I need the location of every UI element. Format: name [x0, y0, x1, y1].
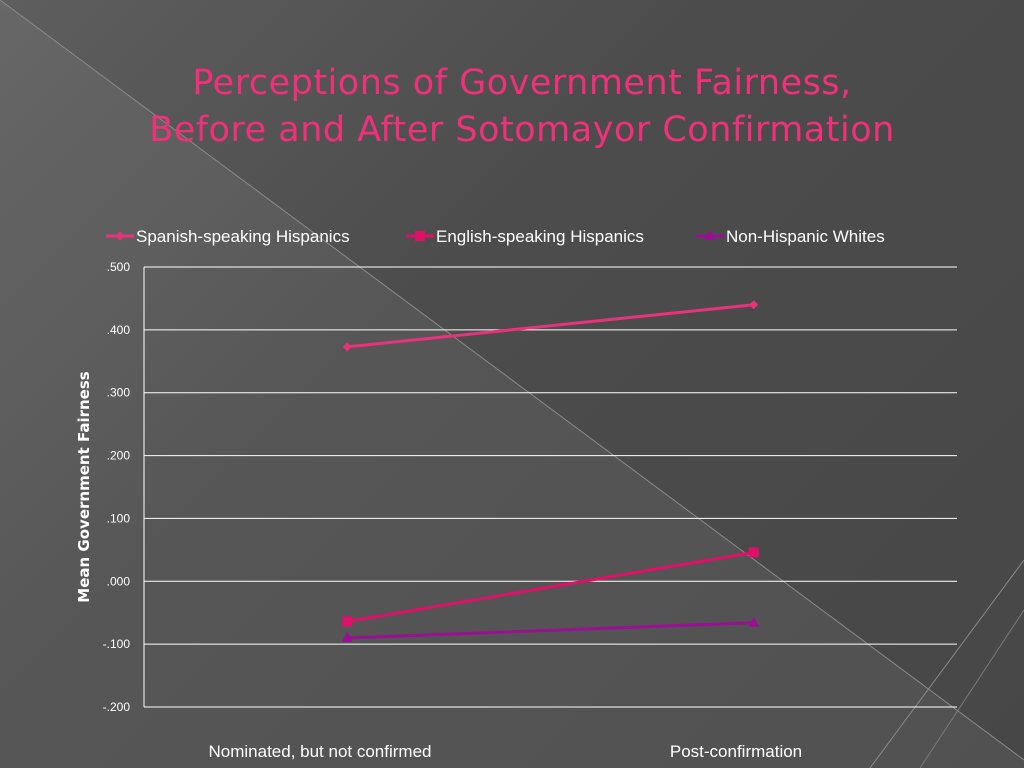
- legend-item: Non-Hispanic Whites: [696, 227, 885, 246]
- data-point-diamond: [115, 231, 125, 241]
- data-point-triangle: [748, 616, 760, 627]
- series-line: [346, 550, 755, 623]
- slide-title: Perceptions of Government Fairness, Befo…: [0, 60, 1024, 154]
- series-3: [341, 616, 760, 642]
- data-point-diamond: [342, 342, 352, 352]
- legend-label: Non-Hispanic Whites: [726, 227, 885, 246]
- y-tick-label: -.100: [103, 637, 131, 651]
- y-tick-label: .000: [107, 574, 131, 588]
- chart-legend: Spanish-speaking Hispanics English-speaki…: [106, 227, 885, 246]
- chart-series: [341, 300, 760, 642]
- y-tick-label: .500: [107, 260, 131, 274]
- x-axis-categories: Nominated, but not confirmed Post-confirm…: [208, 742, 802, 761]
- x-category-label: Post-confirmation: [670, 742, 802, 761]
- y-tick-label: .300: [107, 386, 131, 400]
- series-line: [347, 303, 754, 349]
- y-tick-label: .100: [107, 511, 131, 525]
- data-point-diamond: [749, 300, 759, 310]
- series-2: [342, 547, 759, 627]
- data-point-square: [342, 616, 353, 627]
- y-axis-ticks: .500 .400 .300 .200 .100 .000 -.100 -.200: [103, 260, 131, 714]
- series-line: [347, 621, 754, 640]
- y-axis-label: Mean Government Fairness: [75, 371, 93, 602]
- data-point-triangle: [341, 631, 353, 642]
- y-tick-label: -.200: [103, 700, 131, 714]
- slide-title-line-2: Before and After Sotomayor Confirmation: [149, 110, 895, 150]
- slide-title-line-1: Perceptions of Government Fairness,: [192, 63, 852, 103]
- legend-label: Spanish-speaking Hispanics: [136, 227, 350, 246]
- x-category-label: Nominated, but not confirmed: [208, 742, 431, 761]
- series-1: [342, 300, 759, 352]
- chart-gridlines: [144, 266, 957, 708]
- legend-item: English-speaking Hispanics: [406, 227, 644, 246]
- data-point-square: [415, 231, 425, 241]
- legend-label: English-speaking Hispanics: [436, 227, 644, 246]
- y-tick-label: .400: [107, 323, 131, 337]
- data-point-square: [748, 547, 759, 558]
- data-point-triangle: [704, 230, 716, 240]
- legend-item: Spanish-speaking Hispanics: [106, 227, 350, 246]
- y-tick-label: .200: [107, 449, 131, 463]
